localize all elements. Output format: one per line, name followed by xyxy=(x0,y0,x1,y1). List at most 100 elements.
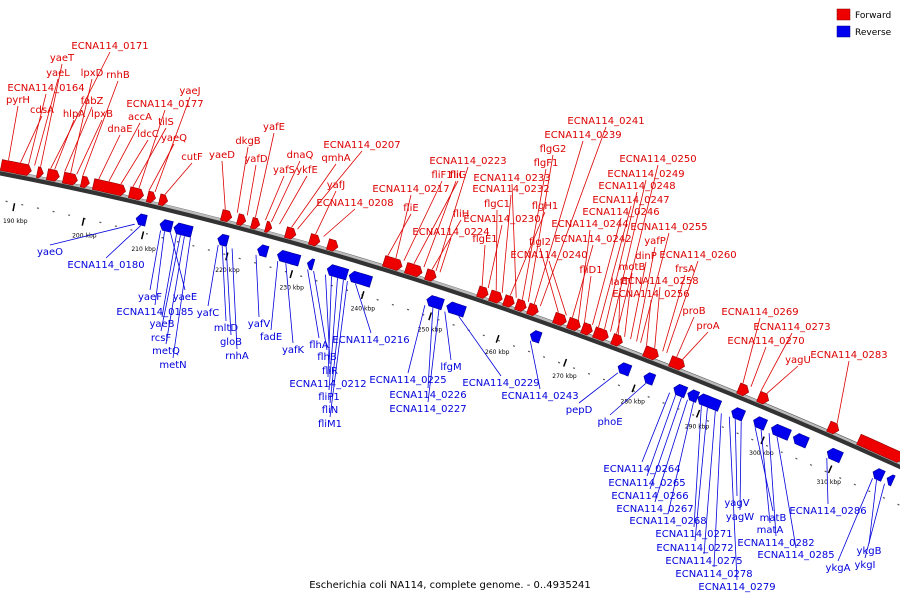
reverse-feature-arrow xyxy=(771,423,792,441)
reverse-gene-label: matA xyxy=(757,525,784,536)
forward-feature-arrow xyxy=(826,420,840,435)
forward-feature-arrow xyxy=(158,193,169,207)
forward-leader-line xyxy=(760,332,793,391)
reverse-leader-line xyxy=(105,225,141,259)
forward-feature-arrow xyxy=(45,168,60,182)
reverse-feature-arrow xyxy=(217,233,230,247)
reverse-gene-label: ECNA114_0225 xyxy=(369,375,446,386)
forward-leader-line xyxy=(539,247,559,313)
forward-gene-label: ECNA114_0242 xyxy=(554,234,631,245)
reverse-feature-arrow xyxy=(687,389,701,403)
reverse-gene-label: ECNA114_0226 xyxy=(389,390,466,401)
reverse-gene-label: flhA xyxy=(309,340,329,351)
reverse-leader-line xyxy=(654,399,688,503)
reverse-leader-line xyxy=(327,276,332,378)
legend-swatch-reverse xyxy=(836,25,851,38)
legend-swatch-forward xyxy=(836,8,851,21)
forward-feature-arrow xyxy=(264,220,273,233)
forward-feature-arrow xyxy=(424,268,437,282)
scale-tick-mark xyxy=(827,465,833,474)
forward-leader-line xyxy=(439,237,452,273)
reverse-feature-arrow xyxy=(753,416,768,431)
forward-gene-label: fliI xyxy=(450,170,462,181)
reverse-gene-label: ECNA114_0279 xyxy=(698,582,775,593)
forward-leader-line xyxy=(246,164,257,216)
reverse-gene-label: phoE xyxy=(597,417,622,428)
reverse-leader-line xyxy=(444,311,452,361)
reverse-gene-label: yafK xyxy=(282,345,305,356)
reverse-gene-label: rcsF xyxy=(151,333,172,344)
forward-gene-label: yafE xyxy=(263,122,285,133)
forward-leader-line xyxy=(279,175,308,225)
scale-tick-label: 230 kbp xyxy=(279,285,304,292)
reverse-leader-line xyxy=(407,305,426,374)
forward-gene-label: frsA xyxy=(675,264,695,275)
reverse-leader-line xyxy=(734,419,738,497)
forward-leader-line xyxy=(431,219,462,270)
forward-feature-arrow xyxy=(526,302,539,317)
forward-feature-arrow xyxy=(610,333,623,347)
reverse-leader-line xyxy=(864,483,885,559)
forward-feature-arrow xyxy=(404,262,423,278)
forward-feature-arrow xyxy=(756,390,770,405)
forward-gene-label: motB xyxy=(619,262,646,273)
forward-gene-label: yagU xyxy=(785,355,811,366)
forward-leader-line xyxy=(610,179,647,332)
reverse-leader-line xyxy=(255,254,260,318)
reverse-leader-line xyxy=(165,236,185,345)
forward-leader-line xyxy=(154,96,191,193)
forward-gene-label: tilS xyxy=(158,117,174,128)
figure-caption: Escherichia coli NA114, complete genome.… xyxy=(309,580,591,591)
forward-leader-line xyxy=(120,139,149,185)
reverse-gene-label: ECNA114_0275 xyxy=(665,556,742,567)
reverse-leader-line xyxy=(207,244,219,307)
scale-tick-label: 200 kbp xyxy=(72,232,97,239)
reverse-leader-line xyxy=(329,281,348,418)
forward-gene-label: pyrH xyxy=(6,95,30,106)
forward-gene-label: flgI2 xyxy=(529,237,551,248)
reverse-feature-arrow xyxy=(426,295,445,311)
reverse-leader-line xyxy=(154,231,165,306)
forward-feature-arrow xyxy=(284,226,297,240)
forward-leader-line xyxy=(255,132,275,218)
forward-gene-label: dinP xyxy=(635,251,657,262)
forward-leader-line xyxy=(315,190,337,235)
scale-tick-mark xyxy=(12,203,16,212)
reverse-feature-arrow xyxy=(446,301,467,318)
forward-gene-label: ECNA114_0233 xyxy=(473,173,550,184)
reverse-gene-label: ECNA114_0285 xyxy=(757,550,834,561)
forward-feature-arrow xyxy=(382,255,403,271)
dna-backbone xyxy=(0,168,900,470)
scale-tick-mark xyxy=(631,384,636,393)
forward-gene-label: ECNA114_0260 xyxy=(659,250,736,261)
forward-leader-line xyxy=(604,191,638,330)
forward-leader-line xyxy=(495,209,498,291)
reverse-gene-label: mltD xyxy=(214,323,238,334)
reverse-leader-line xyxy=(739,421,742,511)
forward-leader-line xyxy=(598,205,632,328)
forward-feature-arrow xyxy=(642,345,659,361)
reverse-leader-line xyxy=(826,457,829,505)
reverse-leader-line xyxy=(529,340,541,390)
reverse-gene-label: ECNA114_0268 xyxy=(629,516,706,527)
forward-gene-label: yaeQ xyxy=(161,133,187,144)
forward-gene-label: proB xyxy=(682,306,705,317)
reverse-feature-arrow xyxy=(173,222,194,238)
forward-leader-line xyxy=(82,80,119,176)
forward-leader-line xyxy=(70,78,93,174)
forward-feature-arrow xyxy=(566,316,581,332)
forward-leader-line xyxy=(297,150,363,230)
scale-tick-label: 290 kbp xyxy=(685,424,710,431)
reverse-feature-arrow xyxy=(826,447,844,464)
reverse-labels: yaeOECNA114_0180yaeFECNA114_0185yaeEyaeB… xyxy=(37,223,885,593)
forward-feature-arrow xyxy=(79,175,90,189)
forward-leader-line xyxy=(76,119,103,175)
forward-leader-line xyxy=(387,213,412,256)
forward-gene-label: yaeJ xyxy=(179,86,200,97)
reverse-leader-line xyxy=(713,413,722,568)
reverse-gene-label: ECNA114_0227 xyxy=(389,404,466,415)
forward-gene-label: yafP xyxy=(644,236,666,247)
reverse-feature-arrow xyxy=(673,383,689,399)
forward-gene-label: ECNA114_0207 xyxy=(323,140,400,151)
